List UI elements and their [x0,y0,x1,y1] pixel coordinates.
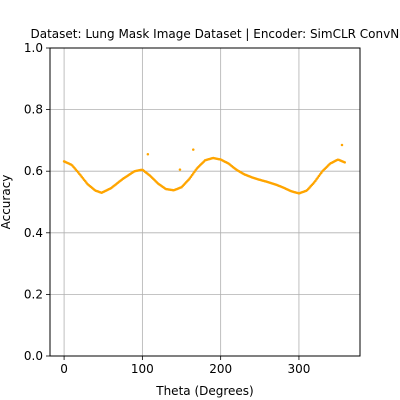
y-tick-label: 0.8 [24,103,43,117]
x-tick-label: 100 [131,362,154,376]
outlier-point [192,148,195,151]
y-axis-label: Accuracy [0,175,13,230]
data-points [62,143,346,195]
y-tick-label: 0.2 [24,287,43,301]
y-tick-label: 0.0 [24,349,43,363]
y-tick-label: 1.0 [24,41,43,55]
grid [50,47,360,357]
y-axis-ticks: 0.0 0.2 0.4 0.6 0.8 1.0 [24,41,50,363]
y-tick-label: 0.4 [24,226,43,240]
x-axis-label: Theta (Degrees) [155,384,253,398]
x-tick-label: 0 [60,362,68,376]
y-tick-label: 0.6 [24,164,43,178]
x-axis-ticks: 0 100 200 300 [60,356,310,376]
x-tick-label: 200 [209,362,232,376]
plot-frame [49,47,361,357]
data-point [343,161,346,164]
outlier-point [340,143,344,147]
chart-title: Dataset: Lung Mask Image Dataset | Encod… [30,27,400,41]
outlier-point [146,153,150,156]
x-tick-label: 300 [287,362,310,376]
outlier-point [178,168,182,171]
